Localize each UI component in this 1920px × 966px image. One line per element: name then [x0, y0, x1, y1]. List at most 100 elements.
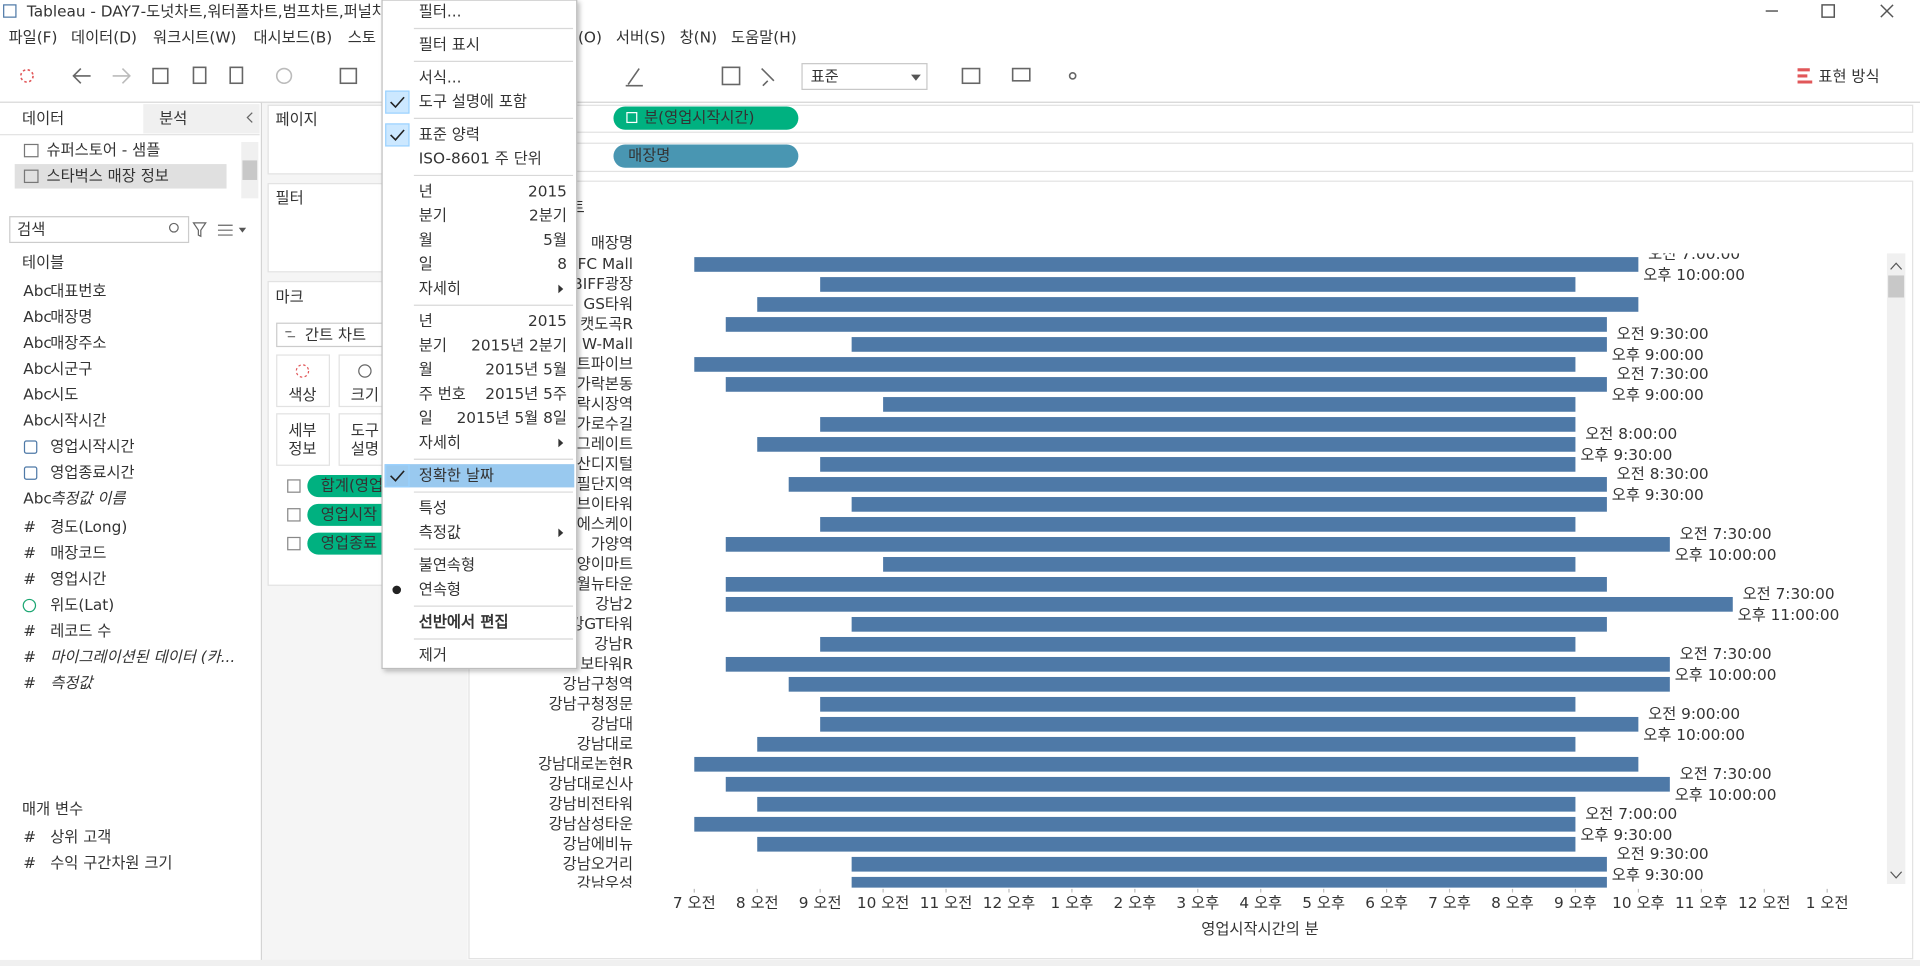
data-source[interactable]: 스타벅스 매장 정보	[47, 167, 169, 185]
field[interactable]: 매장코드	[50, 544, 106, 562]
menu-option[interactable]: 주 번호	[419, 385, 466, 403]
maximize[interactable]	[1821, 4, 1836, 18]
menu-option[interactable]: 연속형	[419, 580, 461, 598]
menu-item[interactable]: 파일(F)	[9, 28, 58, 46]
gantt-bar[interactable]	[883, 397, 1576, 412]
gantt-bar[interactable]	[851, 616, 1607, 632]
gantt-bar[interactable]	[820, 417, 1576, 432]
pin[interactable]	[761, 68, 775, 87]
field[interactable]: 시작시간	[50, 412, 106, 430]
list-icon[interactable]	[217, 224, 233, 236]
gantt-bar[interactable]	[694, 257, 1639, 272]
gantt-bar[interactable]	[725, 577, 1607, 592]
gantt-bar[interactable]	[757, 736, 1576, 752]
gantt-bar[interactable]	[883, 557, 1576, 572]
menu-option[interactable]: 필터...	[419, 3, 462, 21]
menu-option[interactable]: 일	[419, 409, 433, 427]
close[interactable]	[1880, 4, 1894, 18]
field[interactable]: 영업종료시간	[50, 464, 134, 482]
menu-option[interactable]: 서식...	[419, 68, 462, 86]
source-scroll-thumb[interactable]	[242, 160, 258, 180]
marks-button[interactable]	[276, 354, 330, 408]
highlight[interactable]	[625, 68, 643, 87]
gantt-bar[interactable]	[725, 377, 1607, 392]
field[interactable]: 시군구	[50, 360, 92, 378]
scroll-down[interactable]	[1890, 871, 1903, 879]
menu-option[interactable]: 불연속형	[419, 556, 475, 574]
undo[interactable]	[72, 68, 91, 84]
gantt-bar[interactable]	[725, 317, 1607, 332]
gantt-bar[interactable]	[757, 437, 1576, 452]
scroll-up[interactable]	[1890, 262, 1903, 270]
gantt-bar[interactable]	[694, 816, 1576, 832]
gantt-bar[interactable]	[851, 876, 1607, 892]
gantt-bar[interactable]	[757, 836, 1576, 852]
menu-option[interactable]: 월	[419, 361, 433, 379]
gantt-bar[interactable]	[820, 517, 1576, 532]
gantt-bar[interactable]	[788, 676, 1670, 692]
list-caret[interactable]	[238, 227, 247, 233]
marks-button[interactable]	[276, 413, 330, 466]
menu-item[interactable]: 서버(S)	[616, 28, 666, 46]
field[interactable]: 대표번호	[50, 282, 106, 300]
menu-item[interactable]: 창(N)	[680, 28, 717, 46]
labels-toggle[interactable]	[721, 66, 741, 86]
gantt-bar[interactable]	[820, 696, 1576, 712]
menu-option[interactable]: 필터 표시	[419, 36, 480, 54]
menu-option[interactable]: 선반에서 편집	[419, 613, 509, 631]
show-me[interactable]: 표현 방식	[1818, 68, 1879, 86]
gantt-bar[interactable]	[757, 796, 1576, 812]
field[interactable]: 경도(Long)	[50, 518, 127, 536]
menu-option[interactable]: 일	[419, 255, 433, 273]
new-source[interactable]	[192, 66, 207, 85]
menu-option[interactable]: 분기	[419, 207, 447, 225]
menu-item[interactable]: 도움말(H)	[731, 28, 797, 46]
data-tab[interactable]: 데이터	[22, 109, 64, 127]
field[interactable]: 마이그레이션된 데이터 (카...	[50, 648, 235, 666]
redo[interactable]	[112, 68, 131, 84]
filter-icon[interactable]	[192, 222, 207, 238]
data-source[interactable]: 슈퍼스토어 - 샘플	[47, 141, 161, 159]
menu-item[interactable]: 데이터(D)	[71, 28, 137, 46]
rows-pill[interactable]	[613, 144, 799, 168]
columns-pill[interactable]	[613, 106, 799, 130]
gantt-bar[interactable]	[851, 497, 1607, 512]
analysis-tab[interactable]: 분석	[159, 109, 187, 127]
menu-option[interactable]: 도구 설명에 포함	[419, 93, 527, 111]
menu-option[interactable]: 표준 양력	[419, 125, 480, 143]
menu-option[interactable]: 분기	[419, 336, 447, 354]
search-box[interactable]	[9, 216, 190, 244]
menu-option[interactable]: 특성	[419, 499, 447, 517]
gantt-bar[interactable]	[694, 357, 1576, 372]
field[interactable]: 상위 고객	[50, 828, 111, 846]
gantt-bar[interactable]	[820, 457, 1576, 472]
field[interactable]: 레코드 수	[50, 622, 111, 640]
save[interactable]	[152, 67, 169, 85]
field[interactable]: 측정값 이름	[50, 490, 126, 508]
field[interactable]: 영업시작시간	[50, 438, 134, 456]
field[interactable]: 측정값	[50, 674, 94, 692]
gantt-bar[interactable]	[820, 636, 1576, 652]
tableau-logo[interactable]	[20, 68, 34, 83]
menu-option[interactable]: 년	[419, 312, 433, 330]
gantt-bar[interactable]	[820, 716, 1639, 732]
gantt-bar[interactable]	[725, 596, 1733, 612]
gantt-bar[interactable]	[757, 297, 1639, 312]
menu-option[interactable]: 월	[419, 231, 433, 249]
field[interactable]: 시도	[50, 386, 78, 404]
field[interactable]: 위도(Lat)	[50, 596, 114, 614]
field[interactable]: 매장명	[50, 308, 92, 326]
menu-item[interactable]: (O)	[578, 28, 602, 46]
menu-option[interactable]: 정확한 날짜	[419, 466, 494, 484]
menu-item[interactable]: 대시보드(B)	[253, 28, 332, 46]
menu-item[interactable]: 스토	[348, 28, 376, 46]
view-scroll-thumb[interactable]	[1888, 275, 1905, 298]
menu-option[interactable]: 자세히	[419, 433, 461, 451]
field[interactable]: 매장주소	[50, 334, 106, 352]
share[interactable]	[1068, 72, 1077, 80]
new-sheet[interactable]	[339, 67, 358, 85]
menu-option[interactable]: 제거	[419, 646, 447, 664]
menu-option[interactable]: ISO-8601 주 단위	[419, 150, 542, 168]
gantt-bar[interactable]	[851, 337, 1607, 352]
menu-item[interactable]: 워크시트(W)	[153, 28, 236, 46]
